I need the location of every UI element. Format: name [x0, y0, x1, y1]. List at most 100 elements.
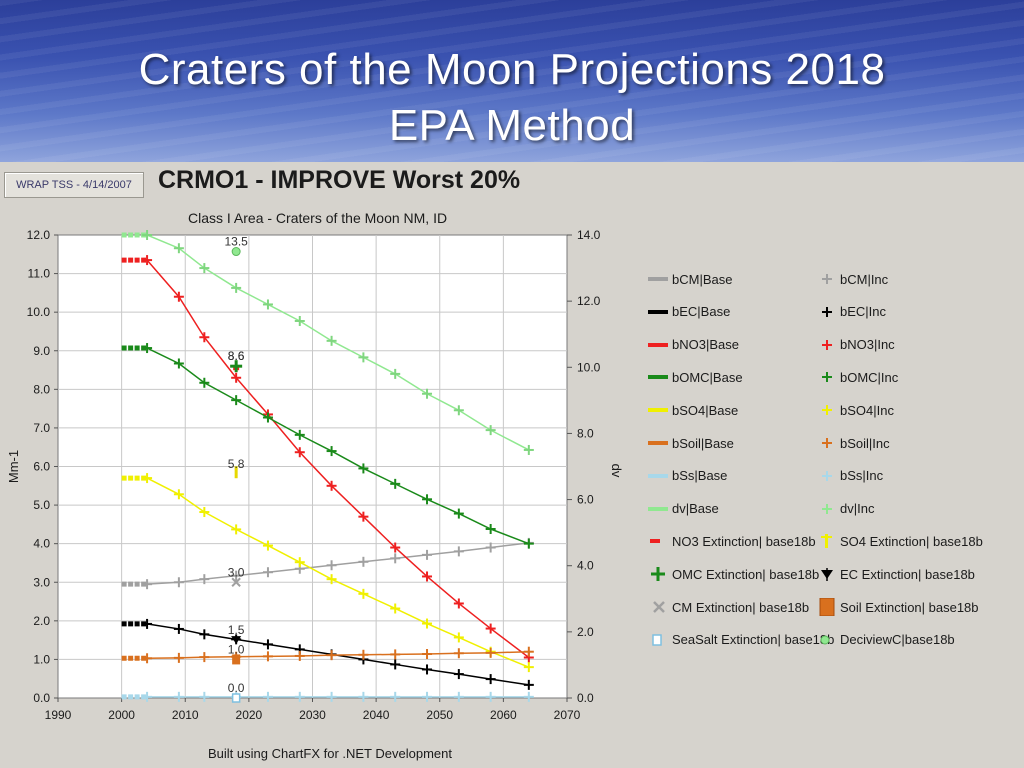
chart-canvas: 0.0 1.0 2.0 3.0 4.0 5.0 6.0 7.0 8.0 9.0 10.0 11.0 12… [6, 228, 624, 722]
legend-swatch [814, 270, 840, 288]
legend-label: bSs|Base [672, 468, 728, 484]
legend-item: dv|Base [646, 500, 719, 518]
legend-item: OMC Extinction| base18b [646, 565, 819, 583]
legend-label: bCM|Inc [840, 271, 889, 287]
legend-item: dv|Inc [814, 500, 874, 518]
legend-swatch [646, 631, 672, 649]
legend-label: OMC Extinction| base18b [672, 566, 820, 582]
x-tick-label: 2030 [299, 708, 326, 722]
legend-label: bSs|Inc [840, 468, 884, 484]
x-tick-label: 1990 [45, 708, 72, 722]
legend-item: bNO3|Inc [814, 336, 895, 354]
legend-label: bSoil|Inc [840, 435, 890, 451]
slide-title-line-2: EPA Method [388, 101, 636, 150]
legend-swatch [814, 467, 840, 485]
y2-tick-label: 14.0 [577, 228, 601, 242]
legend-item: CM Extinction| base18b [646, 598, 809, 616]
y2-tick-label: 10.0 [577, 360, 601, 374]
y-tick-label: 1.0 [33, 652, 50, 666]
data-label-dvc: 13.5 [224, 235, 248, 249]
marker-ss [231, 693, 241, 703]
marker-cm-b [231, 577, 241, 587]
legend-swatch [646, 467, 672, 485]
legend-item: bSO4|Inc [814, 401, 894, 419]
legend-label: bNO3|Base [672, 337, 739, 353]
legend-item: SO4 Extinction| base18b [814, 532, 983, 550]
y-tick-label: 4.0 [33, 537, 50, 551]
data-label-soil: 1.0 [228, 642, 245, 656]
legend-label: bSoil|Base [672, 435, 734, 451]
legend-item: bEC|Inc [814, 303, 886, 321]
legend-swatch [646, 598, 672, 616]
legend-label: SO4 Extinction| base18b [840, 533, 983, 549]
legend-swatch [646, 336, 672, 354]
legend-item: bSO4|Base [646, 401, 738, 419]
y-tick-label: 0.0 [33, 691, 50, 705]
slide-header [0, 0, 1024, 162]
legend-item: bCM|Inc [814, 270, 888, 288]
y-tick-label: 7.0 [33, 421, 50, 435]
data-label-no3: 8.6 [228, 349, 245, 363]
legend-swatch [814, 500, 840, 518]
y2-tick-label: 4.0 [577, 559, 594, 573]
legend-item: bSs|Base [646, 467, 727, 485]
legend-item: bSs|Inc [814, 467, 883, 485]
legend-label: bEC|Inc [840, 304, 887, 320]
legend-label: bNO3|Inc [840, 337, 895, 353]
legend-swatch [646, 270, 672, 288]
legend-swatch [646, 434, 672, 452]
legend-label: bEC|Base [672, 304, 731, 320]
x-tick-label: 2060 [490, 708, 517, 722]
legend-swatch [646, 303, 672, 321]
data-label-omc: 8.6 [228, 349, 245, 363]
y-tick-label: 2.0 [33, 614, 50, 628]
legend-item: SeaSalt Extinction| base18b [646, 631, 834, 649]
legend-swatch [814, 598, 840, 616]
marker-soil [232, 654, 241, 665]
legend-swatch [814, 631, 840, 649]
data-label-cm: 3.0 [228, 565, 245, 579]
chart-title: CRMO1 - IMPROVE Worst 20% [158, 166, 521, 194]
marker-dvc [231, 247, 241, 257]
x-tick-label: 2050 [426, 708, 453, 722]
legend-label: bCM|Base [672, 271, 733, 287]
legend-label: bOMC|Base [672, 369, 743, 385]
legend-swatch [814, 401, 840, 419]
chart-subtitle: Class I Area - Craters of the Moon NM, I… [188, 210, 448, 226]
x-tick-label: 2040 [363, 708, 390, 722]
legend-item: bSoil|Base [646, 434, 734, 452]
slide-title-line-1: Craters of the Moon Projections 2018 [138, 45, 886, 94]
legend-swatch [646, 401, 672, 419]
legend-item: bNO3|Base [646, 336, 739, 354]
y-tick-label: 12.0 [27, 228, 51, 242]
legend-item: EC Extinction| base18b [814, 565, 975, 583]
y-tick-label: 8.0 [33, 382, 50, 396]
legend-label: bOMC|Inc [840, 369, 899, 385]
data-label-ec: 1.5 [228, 623, 245, 637]
y2-tick-label: 6.0 [577, 493, 594, 507]
legend-item: bEC|Base [646, 303, 730, 321]
x-tick-label: 2070 [554, 708, 581, 722]
x-tick-label: 2000 [108, 708, 135, 722]
legend-label: bSO4|Base [672, 402, 739, 418]
legend-label: CM Extinction| base18b [672, 599, 810, 615]
legend-swatch [646, 368, 672, 386]
y2-tick-label: 0.0 [577, 691, 594, 705]
legend-item: bOMC|Inc [814, 368, 898, 386]
legend-swatch [814, 532, 840, 550]
legend-label: DeciviewC|base18b [840, 632, 955, 648]
legend-swatch [814, 336, 840, 354]
legend-item: NO3 Extinction| base18b [646, 532, 816, 550]
y-tick-label: 6.0 [33, 460, 50, 474]
legend-swatch [814, 368, 840, 386]
legend-swatch [814, 303, 840, 321]
legend-item: Soil Extinction| base18b [814, 598, 979, 616]
legend-item: bSoil|Inc [814, 434, 890, 452]
legend-swatch [646, 565, 672, 583]
legend-label: dv|Inc [840, 501, 875, 517]
y-tick-label: 3.0 [33, 575, 50, 589]
legend-label: NO3 Extinction| base18b [672, 533, 816, 549]
legend-label: Soil Extinction| base18b [840, 599, 979, 615]
legend-swatch [646, 532, 672, 550]
legend-swatch [814, 565, 840, 583]
